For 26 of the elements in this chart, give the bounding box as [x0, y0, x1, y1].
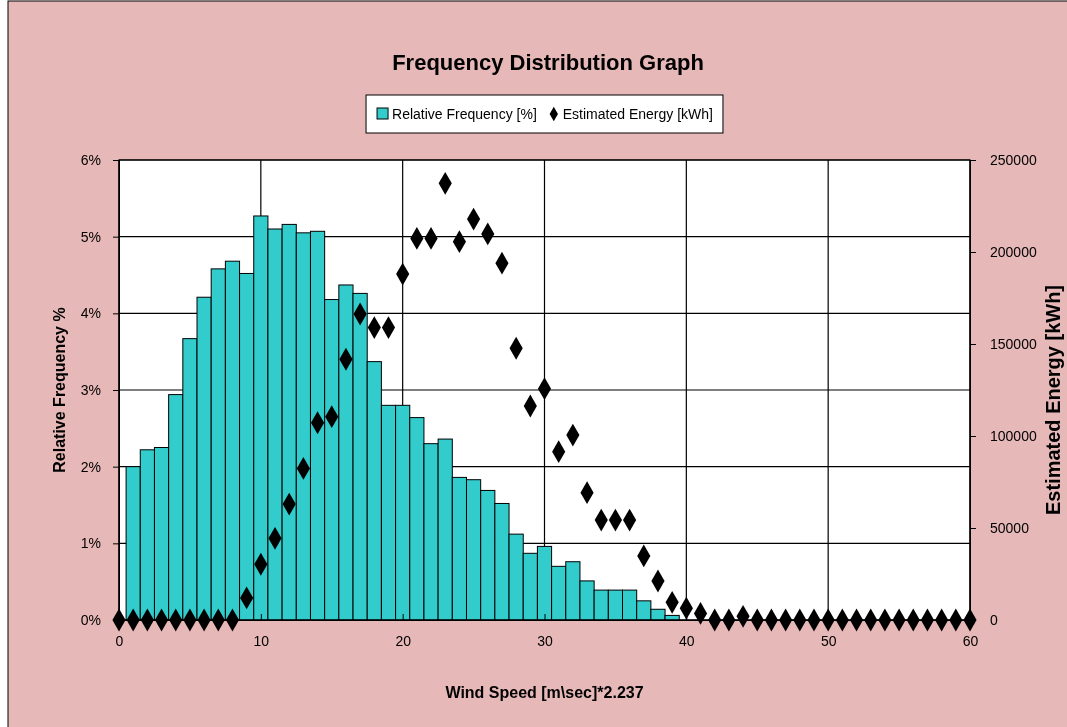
y2-axis-title: Estimated Energy [kWh]: [1042, 284, 1064, 516]
legend-label: Relative Frequency [%]: [392, 106, 537, 122]
y-tick-label: 4%: [80, 305, 101, 322]
chart-title: Frequency Distribution Graph: [392, 50, 704, 75]
y2-tick-label: 250000: [990, 151, 1037, 168]
y-tick-label: 1%: [80, 535, 101, 552]
legend-label: Estimated Energy [kWh]: [562, 106, 713, 122]
x-tick-label: 10: [253, 632, 270, 649]
x-tick-label: 30: [537, 632, 553, 649]
x-tick-label: 50: [820, 632, 837, 649]
y-axis-title: Relative Frequency %: [51, 307, 68, 473]
x-axis-title: Wind Speed [m\sec]*2.237: [445, 684, 644, 701]
y2-tick-label: 50000: [990, 519, 1030, 536]
x-tick-label: 40: [679, 632, 695, 649]
y-tick-label: 2%: [80, 458, 101, 475]
y-tick-label: 0%: [80, 611, 101, 628]
y2-tick-label: 0: [990, 611, 998, 628]
y-tick-label: 3%: [80, 381, 101, 398]
x-tick-label: 60: [962, 632, 979, 649]
y2-tick-label: 100000: [990, 427, 1037, 444]
y2-tick-label: 200000: [990, 243, 1037, 260]
x-tick-label: 20: [395, 632, 412, 649]
y-tick-label: 5%: [80, 228, 101, 245]
x-tick-label: 0: [115, 632, 124, 649]
y-tick-label: 6%: [80, 151, 101, 168]
y2-tick-label: 150000: [990, 335, 1037, 352]
